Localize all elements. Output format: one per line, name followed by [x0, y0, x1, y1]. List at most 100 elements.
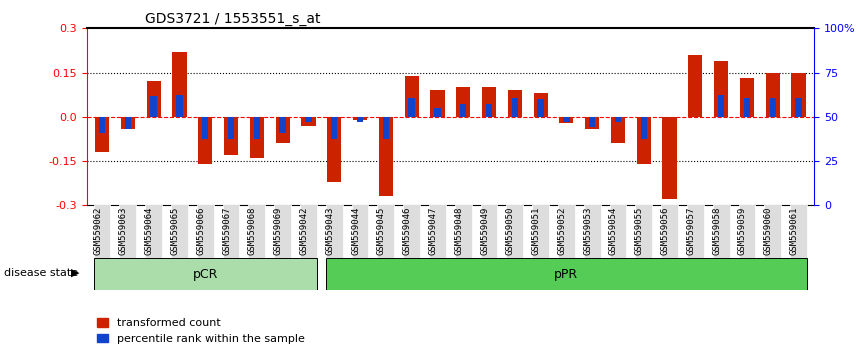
Bar: [305, 117, 312, 122]
Text: pCR: pCR: [192, 268, 218, 281]
Bar: [481, 87, 496, 117]
Bar: [611, 117, 625, 143]
Bar: [95, 117, 109, 152]
FancyBboxPatch shape: [584, 204, 601, 258]
Text: GSM559054: GSM559054: [609, 206, 618, 255]
Bar: [507, 90, 522, 117]
FancyBboxPatch shape: [429, 204, 446, 258]
Text: GSM559058: GSM559058: [712, 206, 721, 255]
Text: GSM559068: GSM559068: [248, 206, 257, 255]
Text: GSM559053: GSM559053: [583, 206, 592, 255]
Text: GSM559060: GSM559060: [764, 206, 772, 255]
Text: GSM559045: GSM559045: [377, 206, 386, 255]
Bar: [434, 108, 441, 117]
FancyBboxPatch shape: [275, 204, 291, 258]
Text: disease state: disease state: [4, 268, 79, 278]
Bar: [766, 73, 780, 117]
FancyBboxPatch shape: [507, 204, 523, 258]
Bar: [744, 98, 750, 117]
Text: GSM559066: GSM559066: [197, 206, 205, 255]
Bar: [409, 98, 415, 117]
Bar: [357, 117, 363, 122]
Bar: [280, 117, 286, 133]
Bar: [714, 61, 728, 117]
Bar: [249, 117, 264, 158]
Bar: [615, 117, 621, 122]
Bar: [486, 104, 492, 117]
Text: GSM559048: GSM559048: [455, 206, 463, 255]
Bar: [740, 79, 754, 117]
Bar: [770, 98, 776, 117]
Bar: [718, 95, 724, 117]
FancyBboxPatch shape: [636, 204, 652, 258]
Bar: [404, 75, 419, 117]
Text: GSM559059: GSM559059: [738, 206, 747, 255]
Bar: [383, 117, 389, 139]
FancyBboxPatch shape: [145, 204, 162, 258]
Bar: [275, 117, 290, 143]
Text: GSM559057: GSM559057: [687, 206, 695, 255]
Bar: [662, 117, 676, 199]
Text: GSM559047: GSM559047: [429, 206, 437, 255]
Bar: [430, 90, 444, 117]
Bar: [795, 98, 802, 117]
FancyBboxPatch shape: [378, 204, 394, 258]
Bar: [456, 87, 470, 117]
FancyBboxPatch shape: [765, 204, 781, 258]
Text: GSM559042: GSM559042: [300, 206, 308, 255]
Bar: [378, 117, 393, 196]
Bar: [177, 95, 183, 117]
FancyBboxPatch shape: [713, 204, 729, 258]
Text: GSM559046: GSM559046: [403, 206, 411, 255]
Bar: [538, 99, 544, 117]
FancyBboxPatch shape: [558, 204, 575, 258]
Bar: [254, 117, 260, 139]
Text: GSM559052: GSM559052: [558, 206, 566, 255]
FancyBboxPatch shape: [94, 204, 111, 258]
Bar: [460, 104, 467, 117]
Text: GSM559063: GSM559063: [119, 206, 128, 255]
FancyBboxPatch shape: [249, 204, 265, 258]
Text: GSM559051: GSM559051: [532, 206, 540, 255]
Text: GSM559056: GSM559056: [661, 206, 669, 255]
Bar: [99, 117, 106, 133]
FancyBboxPatch shape: [171, 204, 188, 258]
Text: GSM559062: GSM559062: [93, 206, 102, 255]
Bar: [146, 81, 161, 117]
FancyBboxPatch shape: [300, 204, 317, 258]
Bar: [585, 117, 599, 129]
Bar: [120, 117, 135, 129]
FancyBboxPatch shape: [120, 204, 136, 258]
Bar: [301, 117, 315, 126]
FancyBboxPatch shape: [610, 204, 626, 258]
Text: ▶: ▶: [71, 268, 80, 278]
Text: GSM559049: GSM559049: [480, 206, 489, 255]
FancyBboxPatch shape: [739, 204, 755, 258]
Bar: [172, 52, 186, 117]
Bar: [327, 117, 341, 182]
Text: GSM559050: GSM559050: [506, 206, 514, 255]
Bar: [792, 73, 805, 117]
Text: pPR: pPR: [554, 268, 578, 281]
Bar: [228, 117, 234, 139]
Bar: [202, 117, 209, 139]
Text: GSM559069: GSM559069: [274, 206, 282, 255]
Text: GSM559067: GSM559067: [222, 206, 231, 255]
FancyBboxPatch shape: [790, 204, 807, 258]
Text: GSM559065: GSM559065: [171, 206, 179, 255]
FancyBboxPatch shape: [326, 204, 343, 258]
Bar: [559, 117, 573, 123]
FancyBboxPatch shape: [455, 204, 472, 258]
FancyBboxPatch shape: [662, 204, 678, 258]
Bar: [326, 258, 807, 290]
FancyBboxPatch shape: [481, 204, 497, 258]
Text: GSM559061: GSM559061: [790, 206, 798, 255]
Bar: [125, 117, 131, 129]
Bar: [198, 117, 212, 164]
Bar: [512, 98, 518, 117]
Bar: [353, 117, 367, 120]
Text: GDS3721 / 1553551_s_at: GDS3721 / 1553551_s_at: [145, 12, 320, 26]
Bar: [589, 117, 596, 127]
FancyBboxPatch shape: [197, 204, 214, 258]
Text: GSM559043: GSM559043: [326, 206, 334, 255]
